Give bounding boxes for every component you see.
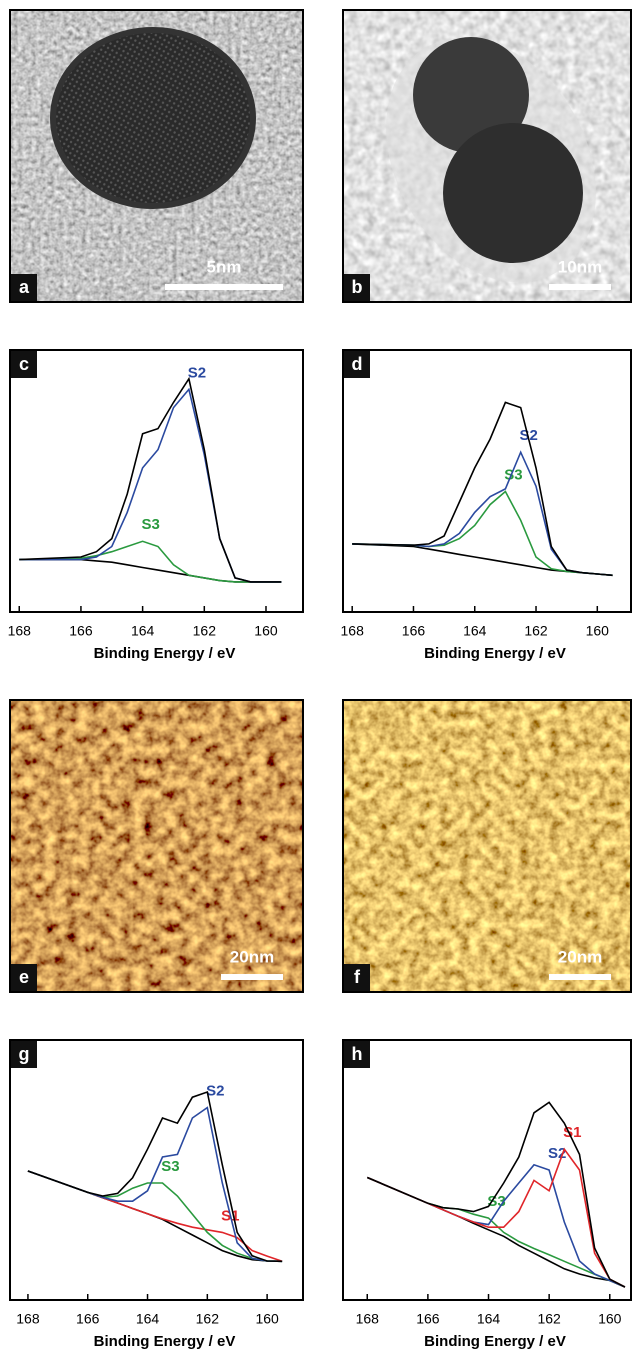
x-tick-label: 166 — [76, 1311, 100, 1327]
panel-letter-box — [344, 1041, 370, 1068]
x-tick-label: 160 — [255, 1311, 279, 1327]
plot-frame — [9, 349, 304, 613]
panel-letter: g — [19, 1044, 30, 1064]
peak-label: S2 — [188, 364, 206, 381]
x-tick-label: 168 — [8, 623, 32, 639]
image-panel: f 20nm — [342, 699, 632, 993]
x-tick-label: 162 — [193, 623, 217, 639]
panel-letter-box — [11, 274, 37, 301]
nanoparticle — [443, 123, 583, 263]
fit-curve — [366, 1101, 626, 1288]
plot-frame — [342, 349, 632, 613]
nanoparticle — [413, 37, 529, 153]
x-axis-label: Binding Energy / eV — [94, 645, 236, 662]
x-tick-label: 162 — [196, 1311, 220, 1327]
x-tick-label: 166 — [69, 623, 93, 639]
fit-curve — [27, 1170, 283, 1263]
plot-frame — [342, 1039, 632, 1301]
peak-label: S3 — [161, 1158, 179, 1175]
scale-bar-label: 20nm — [558, 947, 602, 966]
nanoparticle — [50, 27, 256, 209]
panel-frame — [9, 9, 304, 303]
panel-letter-box — [344, 351, 370, 378]
fit-curve — [27, 1090, 283, 1263]
fit-curve — [27, 1106, 283, 1263]
peak-label: S2 — [520, 427, 538, 444]
x-tick-label: 168 — [356, 1311, 380, 1327]
panel-letter: a — [19, 277, 30, 297]
panel-letter: f — [354, 967, 361, 987]
panel-frame — [342, 699, 632, 993]
x-tick-label: 160 — [586, 623, 610, 639]
fit-curve — [366, 1147, 626, 1288]
x-tick-label: 162 — [524, 623, 548, 639]
x-axis-label: Binding Energy / eV — [94, 1333, 236, 1350]
x-tick-label: 168 — [341, 623, 365, 639]
panel-letter: e — [19, 967, 29, 987]
x-tick-label: 166 — [402, 623, 426, 639]
scale-bar-label: 20nm — [230, 947, 274, 966]
scale-bar-label: 5nm — [207, 257, 242, 276]
x-tick-label: 164 — [136, 1311, 160, 1327]
panel-letter-box — [344, 964, 370, 991]
image-panel: a 5nm — [9, 9, 304, 303]
x-tick-label: 160 — [598, 1311, 622, 1327]
x-tick-label: 162 — [537, 1311, 561, 1327]
panel-letter: d — [352, 354, 363, 374]
panel-letter-box — [11, 351, 37, 378]
panel-letter-box — [11, 964, 37, 991]
afm-image — [10, 700, 303, 992]
x-tick-label: 166 — [416, 1311, 440, 1327]
scale-bar-label: 10nm — [558, 257, 602, 276]
x-tick-label: 164 — [131, 623, 155, 639]
xps-chart: 168 166 164 162 160 Binding Energy / eV S3 S2 c — [8, 349, 304, 662]
x-axis-label: Binding Energy / eV — [424, 1333, 566, 1350]
image-panel: b 10nm — [342, 9, 632, 303]
panel-letter: b — [352, 277, 363, 297]
panel-letter-box — [344, 274, 370, 301]
x-tick-label: 164 — [463, 623, 487, 639]
panel-letter-box — [11, 1041, 37, 1068]
panel-frame — [9, 699, 304, 993]
image-panel: e 20nm — [9, 699, 304, 993]
x-tick-label: 164 — [477, 1311, 501, 1327]
panel-letter: h — [352, 1044, 363, 1064]
x-axis-label: Binding Energy / eV — [424, 645, 566, 662]
peak-label: S3 — [141, 516, 159, 533]
afm-image — [343, 700, 631, 992]
panel-frame — [342, 9, 632, 303]
fit-curve — [27, 1170, 283, 1263]
peak-label: S2 — [206, 1083, 224, 1100]
x-tick-label: 168 — [16, 1311, 40, 1327]
panel-letter: c — [19, 354, 29, 374]
fit-curve — [19, 376, 282, 583]
x-tick-label: 160 — [254, 623, 278, 639]
fit-curve — [352, 401, 613, 577]
